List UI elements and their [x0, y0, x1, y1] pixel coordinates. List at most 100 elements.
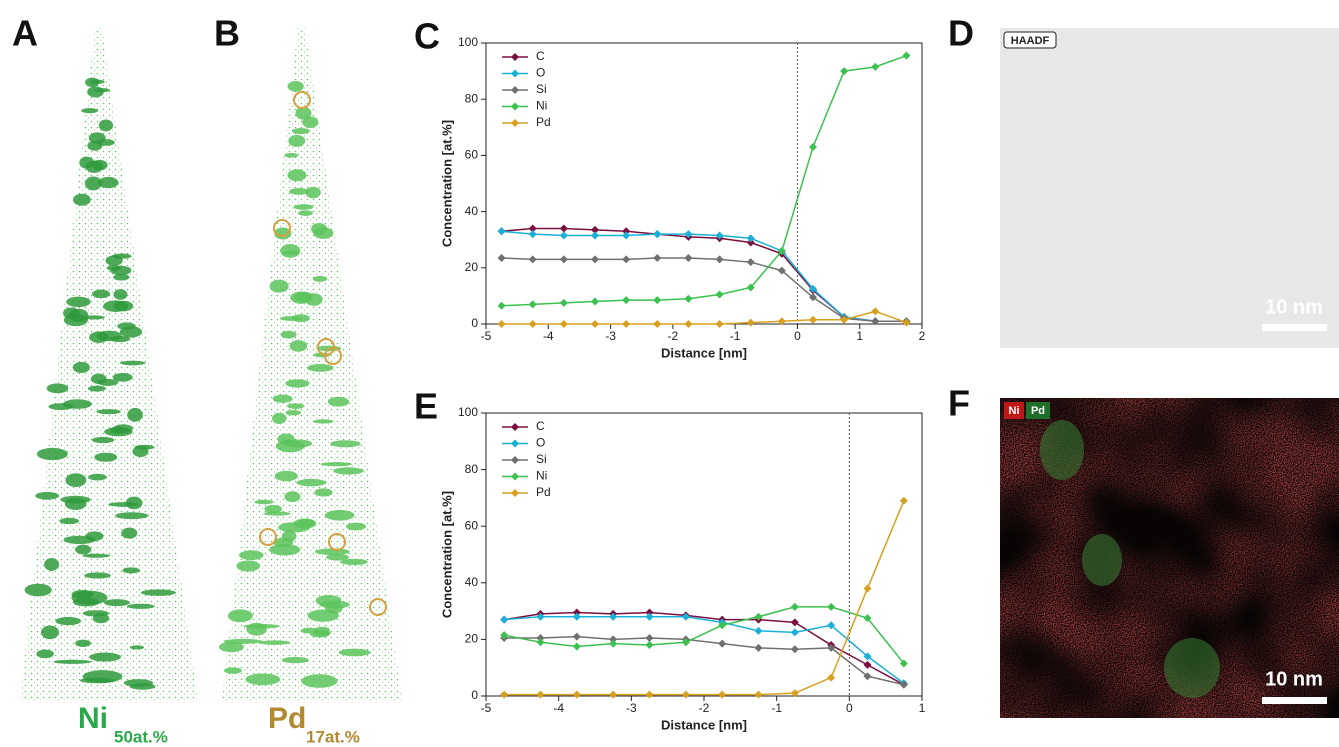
- series-line: [501, 227, 907, 322]
- cluster: [98, 119, 114, 132]
- marker: [840, 67, 849, 76]
- marker: [777, 266, 786, 275]
- cluster: [281, 530, 297, 542]
- marker: [645, 608, 654, 617]
- marker: [572, 632, 581, 641]
- marker: [684, 253, 693, 262]
- marker: [653, 230, 662, 239]
- marker: [645, 641, 654, 650]
- x-tick-label: -4: [553, 701, 564, 715]
- legend-marker: [511, 69, 519, 78]
- legend-label: O: [536, 436, 545, 450]
- scale-bar-label: 10 nm: [1265, 296, 1323, 318]
- marker: [746, 283, 755, 292]
- legend-marker: [511, 86, 519, 94]
- marker: [653, 253, 662, 262]
- cluster: [96, 330, 122, 342]
- cluster: [298, 518, 315, 527]
- y-tick-label: 0: [471, 688, 478, 702]
- marker: [572, 690, 581, 699]
- marker: [609, 690, 618, 699]
- panel-label: F: [948, 383, 970, 424]
- marker: [754, 612, 763, 621]
- marker: [622, 296, 631, 305]
- marker: [622, 227, 631, 236]
- cluster: [119, 326, 143, 338]
- marker: [653, 320, 662, 328]
- legend-marker: [511, 456, 519, 464]
- cluster: [140, 589, 176, 596]
- series-line: [501, 230, 907, 322]
- cluster: [48, 403, 74, 411]
- marker: [572, 612, 581, 621]
- cluster: [111, 253, 132, 259]
- cluster: [284, 152, 299, 158]
- cluster: [243, 623, 280, 629]
- marker: [871, 317, 880, 326]
- cluster: [87, 86, 104, 98]
- cluster: [87, 385, 106, 392]
- marker: [809, 284, 817, 293]
- cluster: [36, 649, 54, 659]
- cluster: [119, 360, 146, 366]
- y-axis-title: Concentration [at.%]: [439, 120, 454, 247]
- marker: [653, 296, 662, 305]
- marker: [591, 225, 599, 234]
- cluster: [289, 187, 309, 195]
- marker: [500, 615, 509, 624]
- marker: [591, 297, 599, 306]
- x-tick-label: 0: [794, 329, 801, 343]
- cluster: [35, 491, 60, 500]
- marker: [497, 301, 506, 310]
- marker: [528, 224, 537, 233]
- marker: [718, 639, 727, 648]
- cluster: [81, 108, 99, 114]
- x-tick-label: -2: [668, 329, 679, 343]
- cluster: [46, 383, 69, 394]
- cluster: [291, 314, 310, 323]
- marker: [871, 307, 880, 316]
- marker: [645, 612, 654, 621]
- cluster: [75, 544, 92, 555]
- marker: [572, 608, 581, 617]
- series-line: [501, 54, 907, 307]
- marker: [684, 320, 693, 328]
- cluster: [285, 379, 310, 388]
- marker: [715, 231, 724, 240]
- cluster: [24, 583, 52, 597]
- cluster: [305, 186, 321, 199]
- cluster: [113, 289, 128, 300]
- marker: [622, 320, 631, 328]
- cluster: [55, 616, 82, 626]
- scale-bar-label: 10 nm: [1265, 668, 1323, 690]
- marker: [528, 230, 537, 239]
- cluster: [89, 652, 121, 662]
- marker: [559, 231, 568, 240]
- cluster: [75, 639, 91, 647]
- marker: [559, 320, 568, 328]
- cluster: [40, 625, 59, 640]
- marker: [790, 618, 799, 627]
- cluster: [274, 227, 292, 240]
- cluster: [98, 176, 119, 189]
- cluster: [307, 363, 334, 372]
- cluster: [103, 599, 130, 607]
- marker: [827, 673, 836, 682]
- cluster: [123, 679, 154, 687]
- marker: [790, 689, 799, 698]
- marker: [827, 643, 836, 652]
- cluster: [71, 589, 94, 599]
- plot-frame: [485, 42, 923, 325]
- legend-swatch: [1004, 402, 1024, 419]
- marker: [497, 227, 506, 236]
- panel-label: B: [214, 13, 240, 54]
- marker: [902, 51, 911, 60]
- cluster: [94, 452, 118, 462]
- cluster: [122, 567, 140, 574]
- cluster: [254, 499, 274, 505]
- cluster: [330, 440, 361, 448]
- cluster: [326, 553, 349, 561]
- marker: [863, 672, 872, 681]
- legend-label: Pd: [536, 115, 551, 129]
- cluster: [88, 132, 106, 144]
